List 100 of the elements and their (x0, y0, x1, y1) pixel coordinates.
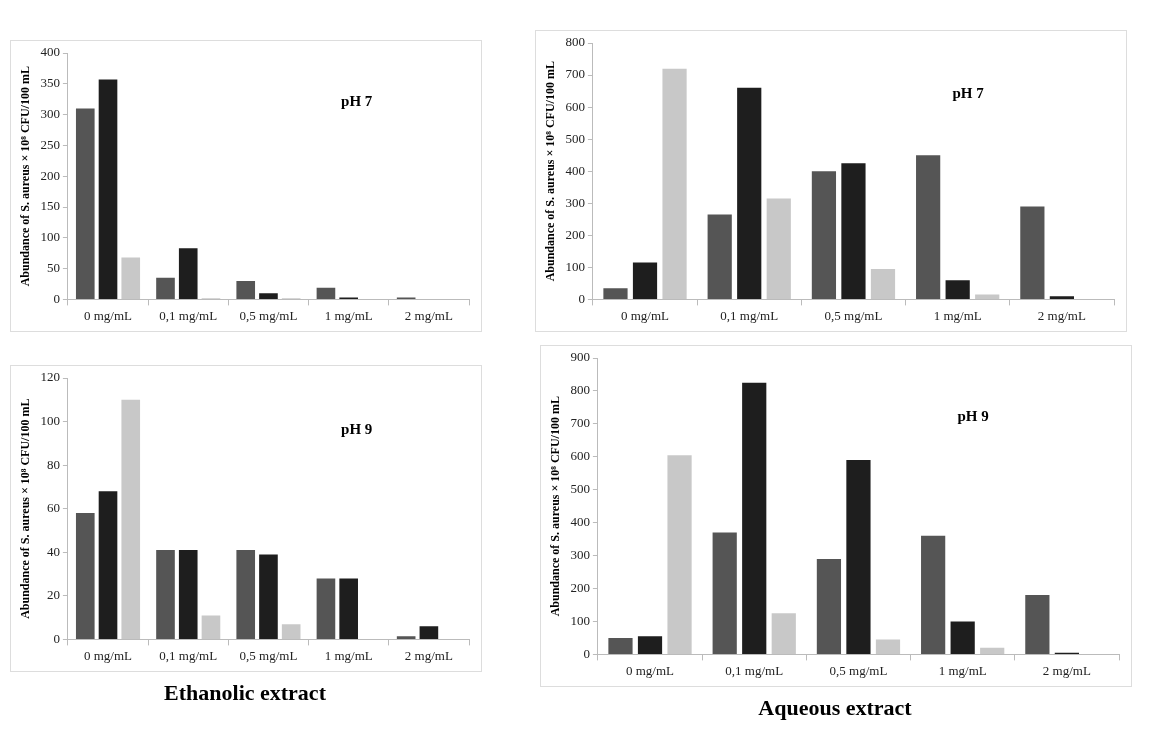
y-tick-label: 40 (46, 543, 60, 559)
bar (742, 382, 767, 654)
text: pH 9 (957, 408, 989, 425)
y-axis-title: Abundance of S. aureus × 10⁸ CFU/100 mL (543, 61, 558, 282)
x-tick-label: 0,1 mg/mL (720, 307, 779, 323)
y-tick-label: 700 (570, 415, 590, 431)
y-tick-label: 100 (40, 229, 60, 245)
y-tick-label: 0 (53, 630, 60, 646)
y-tick-label: 200 (40, 167, 60, 183)
bar (259, 293, 278, 299)
y-tick-label: 0 (578, 290, 585, 306)
x-tick-label: 0 mg/mL (83, 647, 133, 663)
x-tick-label: 0 mg/mL (83, 307, 133, 323)
bar (771, 613, 796, 654)
bar (236, 280, 256, 299)
bar (98, 491, 118, 639)
text: Ethanolic extract (163, 680, 327, 706)
bar (603, 288, 628, 299)
bar (975, 294, 1000, 299)
x-tick-label: 0,1 mg/mL (159, 307, 218, 323)
y-tick-label: 100 (40, 412, 60, 428)
bar (712, 532, 737, 654)
bar (75, 108, 95, 299)
bar (75, 513, 95, 639)
y-tick-label: 100 (565, 258, 585, 274)
bar (419, 626, 439, 639)
x-tick-label: 0 mg/mL (625, 662, 675, 678)
bar (980, 647, 1005, 654)
bar (846, 460, 871, 654)
bar (339, 578, 358, 639)
x-tick-label: 2 mg/mL (1042, 662, 1091, 678)
x-tick-label: 1 mg/mL (938, 662, 987, 678)
bar (632, 262, 658, 299)
y-tick-label: 250 (40, 136, 60, 152)
y-tick-label: 0 (53, 290, 60, 306)
bar (950, 621, 975, 654)
x-tick-label: 2 mg/mL (404, 647, 453, 663)
bar (316, 578, 336, 639)
y-tick-label: 200 (570, 579, 590, 595)
bar (156, 277, 175, 299)
x-tick-label: 2 mg/mL (1037, 307, 1086, 323)
y-tick-label: 350 (40, 75, 60, 91)
x-tick-label: 1 mg/mL (324, 647, 373, 663)
y-tick-label: 400 (570, 514, 590, 530)
bar (875, 639, 901, 654)
bar (637, 636, 663, 654)
bar (608, 637, 633, 654)
bar (816, 558, 842, 654)
bar (281, 624, 301, 639)
x-tick-label: 0,5 mg/mL (824, 307, 883, 323)
x-tick-label: 2 mg/mL (404, 307, 453, 323)
y-tick-label: 0 (583, 645, 590, 661)
bar (316, 287, 336, 299)
text: pH 7 (952, 85, 985, 102)
bar (841, 163, 866, 299)
y-tick-label: 600 (565, 98, 585, 114)
text: Aqueous extract (757, 695, 913, 721)
bar (1020, 206, 1045, 299)
x-tick-label: 0,5 mg/mL (239, 647, 298, 663)
y-tick-label: 300 (40, 106, 60, 122)
bar (662, 68, 687, 299)
bar (178, 248, 198, 299)
bar (98, 79, 118, 299)
y-tick-label: 800 (570, 382, 590, 398)
x-tick-label: 0,5 mg/mL (239, 307, 298, 323)
y-tick-label: 400 (565, 162, 585, 178)
bar (121, 257, 141, 299)
bar (156, 550, 175, 639)
y-tick-label: 80 (46, 456, 60, 472)
bar (1049, 296, 1074, 299)
y-tick-label: 700 (565, 66, 585, 82)
bar (201, 615, 221, 639)
y-axis-title: Abundance of S. aureus × 10⁸ CFU/100 mL (548, 396, 563, 617)
text: pH 9 (341, 421, 373, 438)
y-tick-label: 150 (40, 198, 60, 214)
bar (707, 214, 732, 299)
y-tick-label: 300 (565, 194, 585, 210)
bar (236, 550, 256, 639)
y-tick-label: 400 (40, 44, 60, 60)
bar (811, 171, 837, 299)
bar (121, 399, 141, 639)
y-tick-label: 120 (40, 369, 60, 385)
x-tick-label: 0,1 mg/mL (159, 647, 218, 663)
y-tick-label: 900 (570, 349, 590, 365)
y-tick-label: 500 (565, 130, 585, 146)
bar (396, 636, 416, 639)
x-tick-label: 0,1 mg/mL (725, 662, 784, 678)
bar (916, 155, 941, 299)
y-tick-label: 60 (46, 500, 60, 516)
bar (667, 455, 692, 654)
bar (945, 280, 970, 299)
y-tick-label: 200 (565, 226, 585, 242)
text: pH 7 (341, 93, 373, 110)
y-tick-label: 600 (570, 448, 590, 464)
bar (870, 268, 896, 299)
y-axis-title: Abundance of S. aureus × 10⁸ CFU/100 mL (18, 398, 33, 619)
y-tick-label: 100 (570, 612, 590, 628)
y-tick-label: 20 (46, 587, 60, 603)
bar (178, 550, 198, 639)
x-tick-label: 1 mg/mL (933, 307, 982, 323)
